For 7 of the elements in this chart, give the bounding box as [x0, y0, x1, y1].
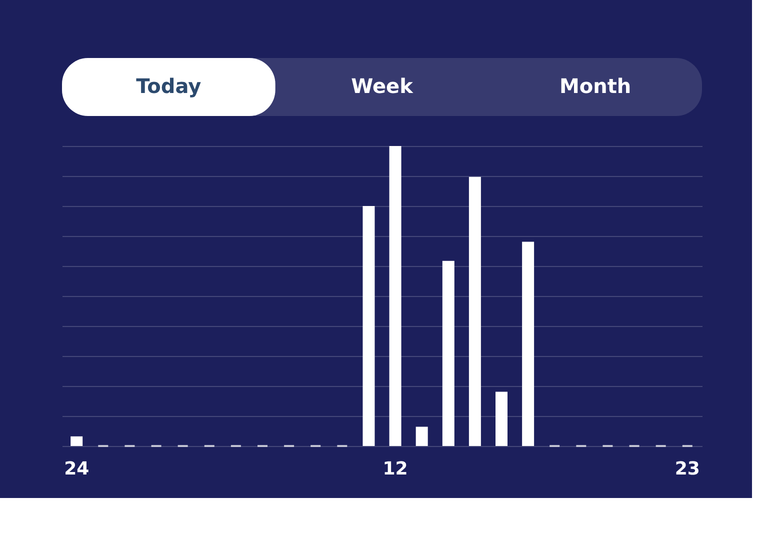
x-tick-label: 24	[64, 458, 90, 480]
text: Today	[136, 74, 202, 98]
x-tick-label: 12	[382, 458, 408, 480]
text: Week	[351, 74, 414, 98]
bar	[496, 392, 508, 446]
x-tick-label: 23	[674, 458, 700, 480]
text: Month	[559, 74, 632, 98]
